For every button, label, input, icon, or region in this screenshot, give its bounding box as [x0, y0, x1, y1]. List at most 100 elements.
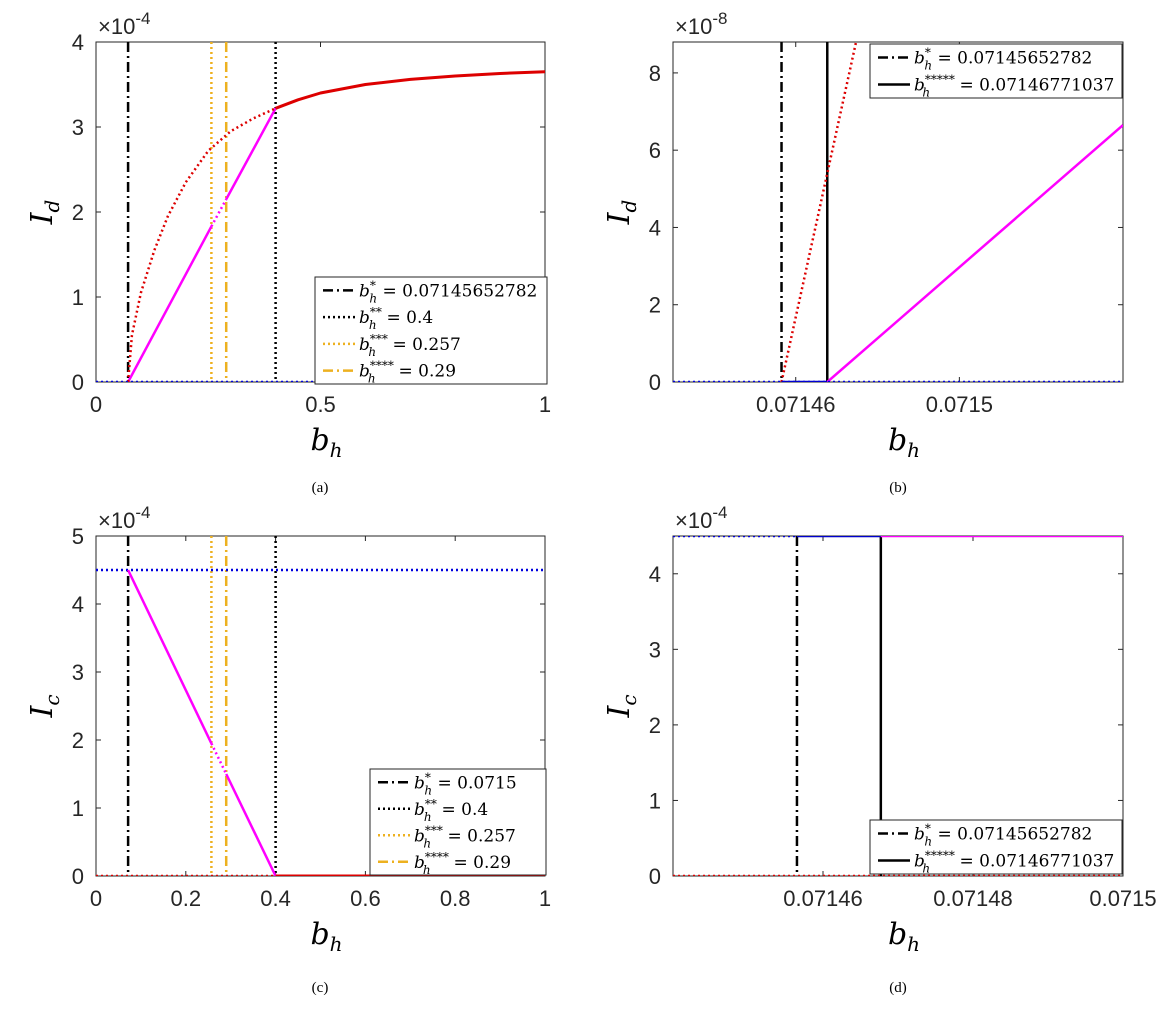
y-axis-label-sub: d — [40, 200, 64, 213]
legend-entry: b** h = 0.4 — [414, 797, 488, 824]
x-axis-label: bh — [888, 423, 920, 462]
panel-caption: (c) — [312, 980, 329, 996]
y-axis-label-sub: d — [617, 200, 641, 213]
x-axis-label-sub: h — [907, 438, 920, 462]
series-line — [210, 198, 228, 228]
y-tick-label: 0 — [649, 864, 661, 889]
y-axis-label-main: I — [25, 211, 60, 225]
legend-box — [314, 276, 548, 385]
x-tick-label: 0.5 — [305, 392, 336, 417]
legend-symbol: b — [359, 362, 370, 382]
x-axis-label-main: b — [888, 423, 907, 458]
legend-symbol: b — [359, 308, 370, 328]
y-multiplier-base: ×10 — [675, 508, 712, 533]
legend-value: = 0.07145652782 — [932, 49, 1092, 69]
y-tick-label: 4 — [72, 30, 84, 55]
y-tick-label: 2 — [72, 728, 84, 753]
legend-symbol: b — [914, 852, 925, 872]
plot-area — [672, 535, 1124, 877]
legend-sup: * — [370, 278, 376, 292]
legend-sub: h — [368, 372, 376, 386]
legend-sup: **** — [370, 359, 394, 373]
x-tick-label: 0.0715 — [1089, 886, 1156, 911]
x-tick-label: 1 — [539, 392, 551, 417]
y-axis-label-main: I — [602, 705, 637, 719]
legend-value: = 0.07146771037 — [954, 852, 1114, 872]
legend-sup: ** — [425, 797, 437, 811]
legend-sub: h — [369, 318, 377, 332]
panel-caption: (d) — [889, 980, 907, 996]
series-line — [225, 773, 277, 876]
y-multiplier: ×10-4 — [98, 503, 150, 533]
legend-sup: *** — [370, 332, 388, 346]
x-axis-label-main: b — [888, 917, 907, 952]
y-tick-label: 1 — [649, 788, 661, 813]
legend-value: = 0.07145652782 — [377, 281, 537, 301]
y-tick-label: 3 — [649, 637, 661, 662]
x-axis-label: bh — [310, 917, 342, 956]
legend-sup: ***** — [925, 73, 955, 87]
legend-box — [869, 819, 1123, 875]
y-tick-label: 0 — [72, 864, 84, 889]
legend-value: = 0.257 — [442, 826, 516, 846]
legend-box — [869, 43, 1123, 99]
y-axis-label-main: I — [602, 211, 637, 225]
legend-symbol: b — [914, 76, 925, 96]
y-tick-label: 3 — [72, 115, 84, 140]
y-tick-label: 2 — [649, 293, 661, 318]
legend-entry: b**** h = 0.29 — [359, 359, 456, 386]
y-tick-label: 0 — [649, 370, 661, 395]
y-axis-label: Id — [602, 200, 641, 226]
y-multiplier: ×10-4 — [675, 503, 727, 533]
x-tick-label: 0.6 — [350, 886, 381, 911]
x-axis-label: bh — [310, 423, 342, 462]
legend-symbol: b — [914, 825, 925, 845]
x-tick-label: 1 — [539, 886, 551, 911]
x-axis-label-sub: h — [907, 932, 920, 956]
legend-entry: b*** h = 0.257 — [359, 332, 461, 359]
plot-area — [672, 41, 1124, 383]
legend-entry: b***** h = 0.07146771037 — [914, 73, 1114, 100]
y-axis-label: Ic — [602, 694, 641, 718]
legend-value: = 0.07146771037 — [954, 76, 1114, 96]
y-tick-label: 4 — [649, 562, 661, 587]
legend-sub: h — [368, 345, 376, 359]
legend-symbol: b — [414, 826, 425, 846]
y-tick-label: 2 — [649, 713, 661, 738]
x-axis-label-main: b — [310, 917, 329, 952]
x-tick-label: 0.07146 — [756, 392, 836, 417]
x-tick-label: 0 — [90, 886, 102, 911]
y-tick-label: 4 — [72, 592, 84, 617]
legend-sub: h — [924, 835, 932, 849]
x-axis-label-sub: h — [330, 438, 343, 462]
legend-sup: * — [425, 770, 431, 784]
series-line — [225, 107, 277, 200]
y-tick-label: 3 — [72, 660, 84, 685]
y-axis-label-sub: c — [40, 694, 64, 705]
legend-symbol: b — [359, 335, 370, 355]
legend-sup: *** — [425, 823, 443, 837]
legend-sub: h — [424, 783, 432, 797]
y-axis-label: Id — [25, 200, 64, 226]
y-tick-label: 5 — [72, 524, 84, 549]
legend-entry: b* h = 0.07145652782 — [914, 46, 1092, 73]
legend-sub: h — [922, 862, 930, 876]
series-line — [826, 124, 1123, 382]
legend-box — [369, 768, 547, 876]
series-line — [210, 742, 228, 775]
y-tick-label: 4 — [649, 215, 661, 240]
y-multiplier-exp: -4 — [712, 503, 727, 522]
legend-symbol: b — [914, 49, 925, 69]
y-multiplier-base: ×10 — [98, 508, 135, 533]
legend-value: = 0.29 — [448, 853, 511, 873]
legend-symbol: b — [414, 853, 425, 873]
legend-value: = 0.29 — [393, 362, 456, 382]
y-tick-label: 8 — [649, 61, 661, 86]
x-tick-label: 0.07146 — [783, 886, 863, 911]
y-multiplier: ×10-4 — [98, 9, 150, 39]
